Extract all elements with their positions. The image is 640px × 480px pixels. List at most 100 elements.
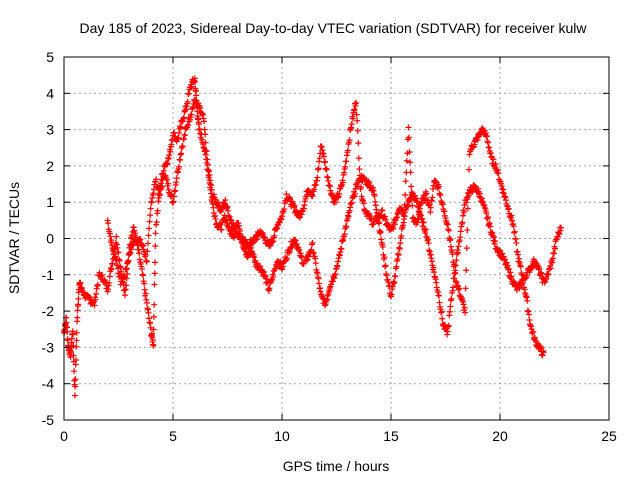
data-point	[398, 232, 405, 239]
data-point	[123, 282, 130, 289]
x-axis-label: GPS time / hours	[283, 458, 390, 474]
data-point	[348, 121, 355, 128]
data-point	[429, 194, 436, 201]
y-tick-label: 3	[46, 122, 54, 138]
data-point	[151, 281, 158, 288]
data-point	[525, 311, 532, 318]
data-point	[71, 392, 78, 399]
data-point	[459, 212, 466, 219]
data-point	[334, 263, 341, 270]
data-point	[447, 236, 454, 243]
data-point	[550, 250, 557, 257]
data-point	[164, 176, 171, 183]
x-tick-label: 25	[601, 428, 617, 444]
data-point	[342, 163, 349, 170]
data-point	[446, 308, 453, 315]
x-tick-label: 0	[60, 428, 68, 444]
data-point	[201, 118, 208, 125]
x-tick-label: 15	[383, 428, 399, 444]
data-point	[146, 225, 153, 232]
data-point	[151, 301, 158, 308]
data-point	[360, 200, 367, 207]
data-point	[463, 267, 470, 274]
data-point	[69, 331, 76, 338]
data-point	[438, 308, 445, 315]
data-point	[178, 150, 185, 157]
y-tick-label: 4	[46, 85, 54, 101]
data-point	[92, 296, 99, 303]
data-point	[340, 179, 347, 186]
data-point	[150, 326, 157, 333]
data-point	[439, 315, 446, 322]
data-point	[267, 242, 274, 249]
data-point	[463, 245, 470, 252]
data-point	[202, 131, 209, 138]
data-point	[122, 292, 129, 299]
data-point	[113, 256, 120, 263]
data-point	[366, 179, 373, 186]
data-point	[464, 227, 471, 234]
data-point	[456, 285, 463, 292]
data-point	[346, 137, 353, 144]
data-point	[71, 368, 78, 375]
data-point	[75, 301, 82, 308]
data-point	[390, 225, 397, 232]
data-point	[106, 273, 113, 280]
data-point	[152, 259, 159, 266]
data-point	[193, 92, 200, 99]
data-point	[520, 277, 527, 284]
data-point	[344, 147, 351, 154]
data-point	[175, 163, 182, 170]
data-point	[353, 111, 360, 118]
data-point	[455, 249, 462, 256]
data-point	[388, 291, 395, 298]
data-point	[93, 290, 100, 297]
data-point	[151, 270, 158, 277]
data-point	[177, 124, 184, 131]
data-point	[222, 197, 229, 204]
data-point	[332, 199, 339, 206]
data-point	[146, 218, 153, 225]
data-point	[283, 255, 290, 262]
data-point	[94, 281, 101, 288]
data-point	[459, 219, 466, 226]
data-point	[144, 248, 151, 255]
axis-ticks: -5 -4 -3 -2 -1 0 1 2 3 4 5 0 5 10 15 20 25	[42, 49, 617, 444]
data-point	[393, 263, 400, 270]
data-point	[147, 205, 154, 212]
data-point	[547, 265, 554, 272]
data-point	[177, 156, 184, 163]
data-point	[552, 245, 559, 252]
data-point	[72, 356, 79, 363]
data-point	[111, 248, 118, 255]
data-point	[448, 295, 455, 302]
data-point	[127, 250, 134, 257]
data-point	[402, 178, 409, 185]
data-point	[463, 199, 470, 206]
data-point	[266, 285, 273, 292]
x-tick-label: 5	[169, 428, 177, 444]
data-point	[165, 180, 172, 187]
data-point	[540, 349, 547, 356]
data-point	[503, 259, 510, 266]
data-point	[72, 376, 79, 383]
data-point	[184, 98, 191, 105]
data-point	[447, 303, 454, 310]
data-point	[143, 299, 150, 306]
data-point	[435, 183, 442, 190]
data-point	[356, 166, 363, 173]
data-point	[465, 166, 472, 173]
data-point	[460, 301, 467, 308]
data-point	[507, 269, 514, 276]
data-point	[173, 175, 180, 182]
data-point	[138, 265, 145, 272]
data-point	[549, 255, 556, 262]
data-point	[483, 210, 490, 217]
data-point	[128, 246, 135, 253]
data-point	[72, 383, 79, 390]
data-point	[497, 247, 503, 254]
data-point	[427, 204, 434, 211]
data-point	[202, 139, 209, 146]
data-point	[354, 117, 361, 124]
data-point	[170, 198, 177, 205]
